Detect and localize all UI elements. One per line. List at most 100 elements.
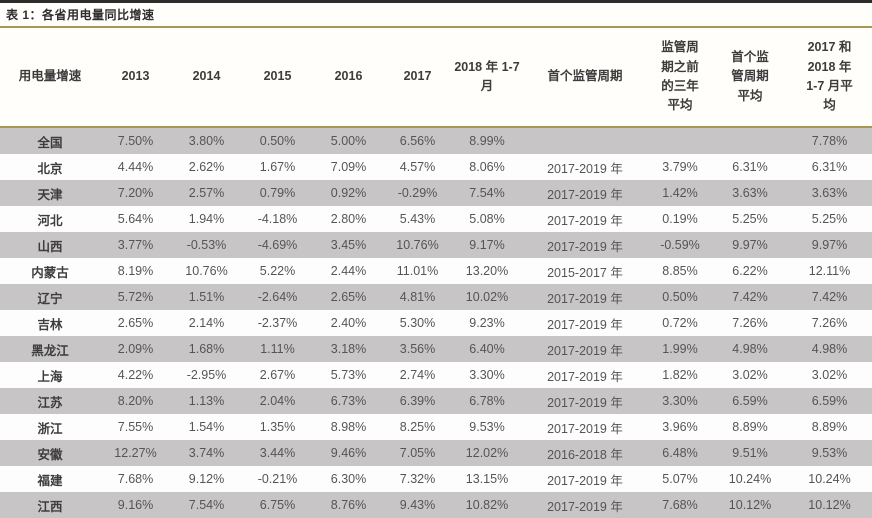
- table-cell: 9.17%: [469, 238, 505, 252]
- table-cell: 4.57%: [399, 160, 436, 174]
- row-label: 黑龙江: [31, 343, 69, 358]
- table-cell: 4.22%: [117, 368, 154, 382]
- table-cell: 1.13%: [188, 394, 225, 408]
- table-cell: 10.82%: [465, 498, 509, 512]
- table-cell: 9.97%: [732, 238, 768, 252]
- table-cell: 8.85%: [662, 264, 698, 278]
- table-cell: 7.42%: [811, 290, 848, 304]
- table-cell: 5.30%: [399, 316, 436, 330]
- table-cell: 2.65%: [117, 316, 154, 330]
- table-cell: -4.69%: [257, 238, 298, 252]
- table-cell: 1.99%: [662, 342, 698, 356]
- table-cell: 6.73%: [330, 394, 367, 408]
- table-cell: 3.63%: [732, 186, 768, 200]
- row-label: 辽宁: [37, 291, 63, 306]
- table-cell: 3.18%: [330, 342, 367, 356]
- table-cell: 7.42%: [732, 290, 768, 304]
- table-cell: 9.23%: [469, 316, 505, 330]
- table-cell: 2017-2019 年: [547, 291, 623, 306]
- table-cell: -4.18%: [257, 212, 298, 226]
- table-cell: 3.77%: [117, 238, 154, 252]
- table-cell: 3.79%: [662, 160, 698, 174]
- table-cell: 8.06%: [469, 160, 505, 174]
- column-header: 2015: [242, 28, 313, 128]
- electricity-growth-table: 用电量增速 2013 2014 2015 2016 2017 2018 年 1-7 月首个监…: [0, 28, 872, 518]
- table-cell: -0.29%: [397, 186, 438, 200]
- table-cell: 13.15%: [465, 472, 509, 486]
- table-header: 用电量增速 2013 2014 2015 2016 2017 2018 年 1-7 月首个监…: [0, 28, 872, 128]
- table-cell: 5.22%: [259, 264, 296, 278]
- table-cell: 3.02%: [811, 368, 848, 382]
- table-cell: 7.55%: [117, 420, 154, 434]
- table-cell: 4.81%: [399, 290, 436, 304]
- column-header: 首个监 管周期 平均: [713, 28, 787, 128]
- table-cell: 6.40%: [469, 342, 505, 356]
- table-cell: 3.44%: [259, 446, 296, 460]
- table-cell: 2015-2017 年: [547, 265, 623, 280]
- table-row: 天津 7.20% 2.57% 0.79% 0.92% -0.29% 7.54% 2017-20…: [0, 180, 872, 206]
- table-cell: 1.54%: [188, 420, 225, 434]
- table-cell: 3.74%: [188, 446, 225, 460]
- table-cell: 7.54%: [188, 498, 225, 512]
- table-cell: 7.20%: [117, 186, 154, 200]
- table-cell: 6.48%: [662, 446, 698, 460]
- table-cell: 2017-2019 年: [547, 239, 623, 254]
- table-cell: 5.43%: [399, 212, 436, 226]
- table-cell: 5.64%: [117, 212, 154, 226]
- table-cell: 8.76%: [330, 498, 367, 512]
- table-cell: 9.53%: [811, 446, 848, 460]
- table-cell: -0.59%: [660, 238, 700, 252]
- table-cell: 2.04%: [259, 394, 296, 408]
- row-label: 全国: [37, 135, 63, 150]
- table-cell: 2017-2019 年: [547, 421, 623, 436]
- table-row: 吉林 2.65% 2.14% -2.37% 2.40% 5.30% 9.23% 2017-20…: [0, 310, 872, 336]
- table-cell: 10.12%: [808, 498, 851, 512]
- table-cell: 2017-2019 年: [547, 395, 623, 410]
- table-cell: 8.25%: [399, 420, 436, 434]
- row-label: 浙江: [37, 421, 63, 436]
- table-cell: 9.12%: [188, 472, 225, 486]
- table-cell: 7.54%: [469, 186, 505, 200]
- table-cell: 8.89%: [732, 420, 768, 434]
- table-cell: 5.25%: [732, 212, 768, 226]
- table-cell: 7.26%: [811, 316, 848, 330]
- row-label: 上海: [37, 369, 63, 384]
- table-cell: 8.89%: [811, 420, 848, 434]
- table-cell: 9.16%: [117, 498, 154, 512]
- table-cell: 6.22%: [732, 264, 768, 278]
- table-cell: 1.94%: [188, 212, 225, 226]
- row-label: 山西: [37, 239, 63, 254]
- table-cell: 11.01%: [396, 264, 439, 278]
- table-cell: -2.95%: [186, 368, 227, 382]
- table-cell: 3.30%: [662, 394, 698, 408]
- table-cell: 4.98%: [811, 342, 848, 356]
- row-label: 天津: [37, 187, 63, 202]
- table-cell: 5.00%: [330, 134, 367, 148]
- table-cell: 12.11%: [808, 264, 851, 278]
- row-label: 河北: [37, 213, 63, 228]
- table-cell: 8.20%: [117, 394, 154, 408]
- table-cell: 7.50%: [117, 134, 154, 148]
- table-cell: 2.14%: [188, 316, 225, 330]
- table-cell: 0.19%: [662, 212, 698, 226]
- table-cell: 1.11%: [260, 342, 295, 356]
- table-cell: 2.67%: [259, 368, 296, 382]
- table-cell: 3.80%: [188, 134, 225, 148]
- table-row: 江西 9.16% 7.54% 6.75% 8.76% 9.43% 10.82% 2017-20…: [0, 492, 872, 518]
- table-cell: 2.62%: [188, 160, 225, 174]
- table-cell: 3.45%: [330, 238, 367, 252]
- table-cell: 3.30%: [469, 368, 505, 382]
- table-cell: 2.74%: [399, 368, 436, 382]
- column-header: 用电量增速: [0, 28, 100, 128]
- table-cell: 2.65%: [330, 290, 367, 304]
- table-cell: 0.50%: [259, 134, 296, 148]
- table-cell: 1.82%: [662, 368, 698, 382]
- column-header: 2017 和 2018 年 1-7 月平 均: [787, 28, 872, 128]
- row-label: 江苏: [37, 395, 63, 410]
- column-header: 首个监管周期: [523, 28, 647, 128]
- column-header: 监管周 期之前 的三年 平均: [647, 28, 713, 128]
- row-label: 福建: [37, 473, 63, 488]
- table-cell: 6.59%: [811, 394, 848, 408]
- table-cell: 2017-2019 年: [547, 499, 623, 514]
